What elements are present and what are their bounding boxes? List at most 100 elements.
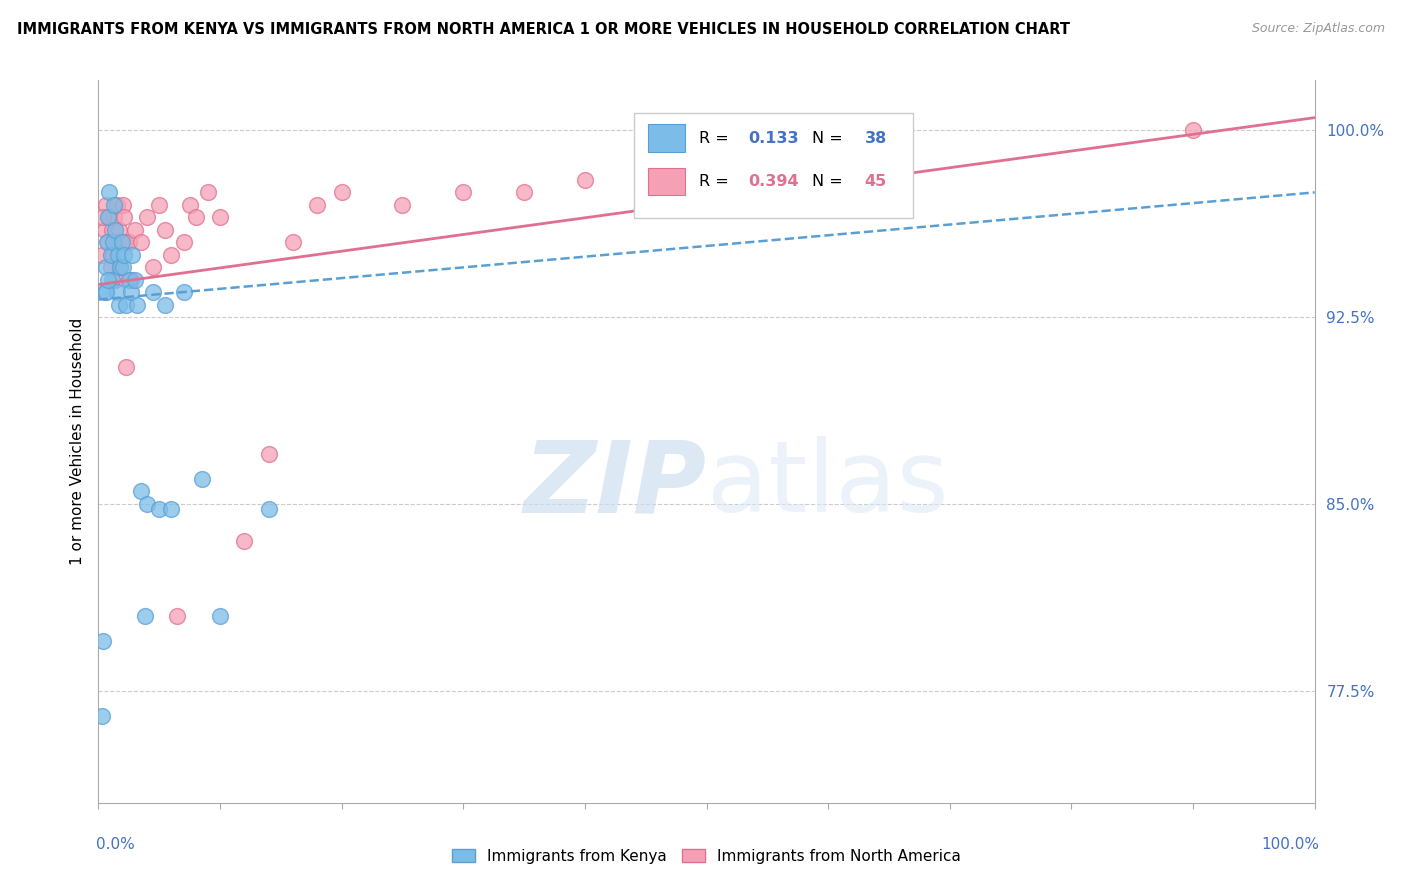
- Point: [103, 198, 125, 212]
- Text: 0.133: 0.133: [748, 130, 799, 145]
- Point: [142, 285, 165, 299]
- Point: [118, 235, 141, 250]
- Point: [111, 260, 134, 274]
- Point: [94, 198, 117, 212]
- Point: [101, 248, 124, 262]
- Point: [93, 285, 115, 299]
- Text: R =: R =: [699, 130, 734, 145]
- Point: [281, 235, 304, 250]
- Point: [233, 534, 256, 549]
- Point: [107, 235, 129, 250]
- Point: [166, 609, 188, 624]
- Point: [173, 285, 195, 299]
- Y-axis label: 1 or more Vehicles in Household: 1 or more Vehicles in Household: [69, 318, 84, 566]
- Point: [155, 297, 177, 311]
- Point: [160, 501, 183, 516]
- Point: [110, 260, 132, 274]
- Point: [112, 211, 135, 225]
- Legend: Immigrants from Kenya, Immigrants from North America: Immigrants from Kenya, Immigrants from N…: [451, 848, 962, 863]
- Point: [513, 186, 536, 200]
- Point: [97, 272, 120, 286]
- Point: [120, 272, 142, 286]
- Point: [91, 708, 114, 723]
- Point: [94, 285, 117, 299]
- Point: [142, 260, 165, 274]
- Point: [101, 272, 124, 286]
- Point: [330, 186, 353, 200]
- Point: [129, 484, 152, 499]
- Point: [93, 223, 115, 237]
- Point: [118, 272, 141, 286]
- Point: [173, 235, 195, 250]
- Point: [257, 447, 280, 461]
- Text: 100.0%: 100.0%: [1261, 837, 1319, 852]
- Point: [91, 211, 114, 225]
- Bar: [648, 168, 685, 195]
- Point: [111, 198, 134, 212]
- Point: [257, 501, 280, 516]
- Point: [136, 211, 159, 225]
- Point: [100, 248, 122, 262]
- Point: [134, 609, 156, 624]
- Point: [101, 235, 124, 250]
- Point: [160, 248, 183, 262]
- Point: [129, 235, 152, 250]
- Point: [104, 272, 127, 286]
- Point: [391, 198, 413, 212]
- Point: [94, 260, 117, 274]
- Text: R =: R =: [699, 174, 734, 189]
- Text: 45: 45: [865, 174, 887, 189]
- Point: [97, 211, 120, 225]
- Bar: [648, 124, 685, 152]
- Point: [696, 161, 718, 175]
- Point: [124, 272, 146, 286]
- FancyBboxPatch shape: [634, 112, 914, 218]
- Point: [148, 501, 170, 516]
- Point: [108, 297, 131, 311]
- Point: [124, 223, 146, 237]
- Point: [307, 198, 329, 212]
- Point: [127, 297, 149, 311]
- Text: Source: ZipAtlas.com: Source: ZipAtlas.com: [1251, 22, 1385, 36]
- Point: [115, 297, 138, 311]
- Point: [107, 248, 129, 262]
- Point: [91, 633, 114, 648]
- Point: [197, 186, 219, 200]
- Text: 0.394: 0.394: [748, 174, 799, 189]
- Point: [100, 260, 122, 274]
- Point: [574, 173, 596, 187]
- Point: [155, 223, 177, 237]
- Point: [105, 285, 128, 299]
- Point: [136, 497, 159, 511]
- Text: N =: N =: [813, 130, 848, 145]
- Point: [104, 223, 127, 237]
- Point: [1182, 123, 1205, 137]
- Point: [110, 260, 132, 274]
- Point: [96, 235, 118, 250]
- Point: [98, 186, 121, 200]
- Point: [209, 609, 232, 624]
- Point: [179, 198, 201, 212]
- Text: IMMIGRANTS FROM KENYA VS IMMIGRANTS FROM NORTH AMERICA 1 OR MORE VEHICLES IN HOU: IMMIGRANTS FROM KENYA VS IMMIGRANTS FROM…: [17, 22, 1070, 37]
- Point: [115, 359, 138, 374]
- Text: 0.0%: 0.0%: [96, 837, 135, 852]
- Point: [103, 211, 125, 225]
- Point: [112, 248, 135, 262]
- Point: [184, 211, 207, 225]
- Point: [120, 285, 142, 299]
- Point: [191, 472, 214, 486]
- Point: [114, 235, 136, 250]
- Point: [108, 223, 131, 237]
- Text: atlas: atlas: [707, 436, 948, 533]
- Point: [121, 248, 143, 262]
- Point: [148, 198, 170, 212]
- Point: [110, 235, 132, 250]
- Point: [101, 223, 124, 237]
- Text: N =: N =: [813, 174, 848, 189]
- Point: [97, 235, 120, 250]
- Point: [91, 248, 114, 262]
- Text: 38: 38: [865, 130, 887, 145]
- Text: ZIP: ZIP: [523, 436, 707, 533]
- Point: [98, 211, 121, 225]
- Point: [209, 211, 232, 225]
